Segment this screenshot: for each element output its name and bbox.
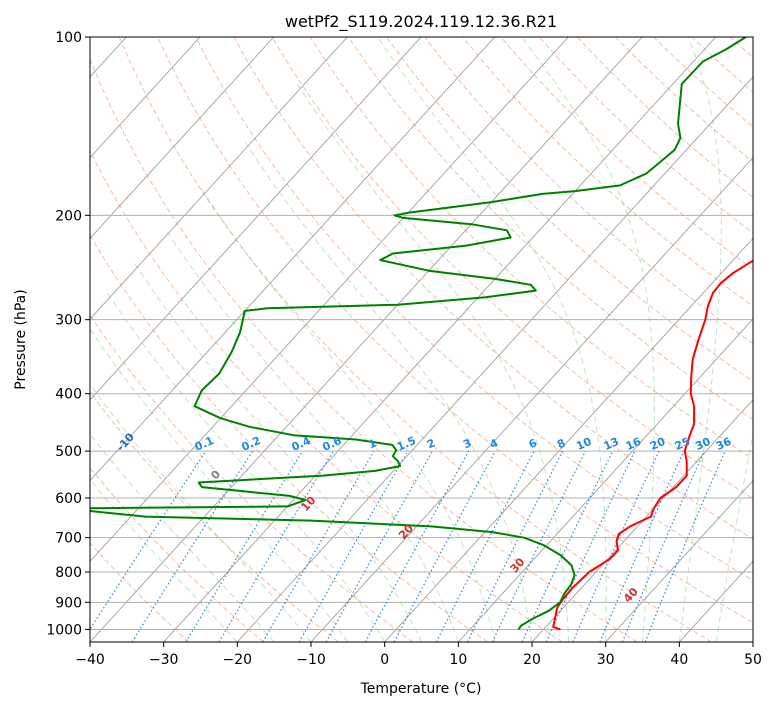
dry-adiabat-line <box>654 37 775 642</box>
moist-adiabat-line <box>108 293 385 642</box>
mixing-ratio-line <box>365 451 468 642</box>
y-tick-label: 100 <box>55 30 82 46</box>
mixing-ratio-label: 4 <box>488 436 501 451</box>
mixing-ratio-line <box>492 451 585 642</box>
y-tick-label: 300 <box>55 313 82 329</box>
x-tick-label: 20 <box>523 652 541 668</box>
y-axis-label: Pressure (hPa) <box>13 289 29 389</box>
dry-adiabat-line <box>119 37 711 642</box>
x-tick-label: −30 <box>149 652 179 668</box>
mixing-ratio-line <box>82 451 206 642</box>
mixing-ratio-line <box>394 451 495 642</box>
chart-title: wetPf2_S119.2024.119.12.36.R21 <box>285 12 557 32</box>
y-tick-label: 500 <box>55 444 82 460</box>
dry-adiabat-line <box>387 37 775 642</box>
x-tick-label: 40 <box>670 652 688 668</box>
dry-adiabat-line <box>0 37 413 642</box>
isotherm-line <box>385 37 775 642</box>
x-tick-label: 30 <box>597 652 615 668</box>
y-tick-label: 800 <box>55 565 82 581</box>
dry-adiabat-label: 0 <box>208 468 223 483</box>
dry-adiabat-line <box>0 37 338 642</box>
moist-adiabat-line <box>201 188 495 642</box>
dry-adiabat-line <box>616 37 775 642</box>
isotherm-line <box>0 37 421 642</box>
x-tick-label: −40 <box>75 652 105 668</box>
dry-adiabat-line <box>425 37 775 642</box>
dry-adiabat-line <box>158 37 775 642</box>
mixing-ratio-label: 3 <box>461 436 473 451</box>
dry-adiabat-line <box>768 37 775 642</box>
isotherm-line <box>0 37 347 642</box>
mixing-ratio-label: 2 <box>425 436 437 451</box>
dry-adiabat-line <box>730 37 775 642</box>
dry-adiabat-line <box>463 37 775 642</box>
x-tick-label: 50 <box>744 652 762 668</box>
y-tick-label: 200 <box>55 208 82 224</box>
moist-adiabat-line <box>716 37 775 642</box>
mixing-ratio-line <box>468 451 563 642</box>
isotherm-line <box>532 37 775 642</box>
mixing-ratio-line <box>645 451 725 642</box>
temperature-profile-line <box>553 37 775 629</box>
isotherm-line <box>90 37 642 642</box>
mixing-ratio-label: 16 <box>624 435 644 453</box>
dry-adiabat-line <box>692 37 775 642</box>
dry-adiabat-line <box>539 37 775 642</box>
moist-adiabat-line <box>297 84 569 642</box>
isotherm-line <box>16 37 568 642</box>
dry-adiabat-line <box>577 37 775 642</box>
x-tick-label: −10 <box>296 652 326 668</box>
mixing-ratio-label: 10 <box>574 435 594 453</box>
moist-adiabat-line <box>679 37 721 642</box>
moist-adiabat-line <box>245 141 532 642</box>
isotherm-line <box>0 37 200 642</box>
y-tick-label: 1000 <box>46 622 82 638</box>
dry-adiabat-label: 10 <box>299 494 319 514</box>
y-tick-label: 700 <box>55 531 82 547</box>
y-tick-label: 900 <box>55 595 82 611</box>
x-tick-label: 10 <box>449 652 467 668</box>
mixing-ratio-label: 36 <box>714 435 734 453</box>
x-tick-label: −20 <box>223 652 253 668</box>
isotherm-line <box>606 37 775 642</box>
dry-adiabat-line <box>0 37 264 642</box>
mixing-ratio-label: 20 <box>648 435 668 453</box>
mixing-ratio-label: 13 <box>602 435 621 453</box>
y-tick-label: 600 <box>55 491 82 507</box>
mixing-ratio-label: 30 <box>693 435 713 453</box>
mixing-ratio-line <box>622 451 704 642</box>
mixing-ratio-line <box>263 451 374 642</box>
isotherm-line <box>753 37 775 642</box>
x-tick-label: 0 <box>380 652 389 668</box>
mixing-ratio-line <box>573 451 659 642</box>
y-tick-label: 400 <box>55 387 82 403</box>
x-axis-label: Temperature (°C) <box>360 681 482 697</box>
mixing-ratio-line <box>600 451 684 642</box>
